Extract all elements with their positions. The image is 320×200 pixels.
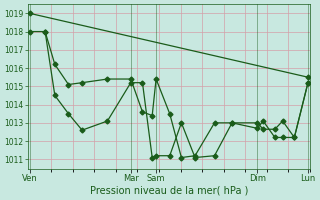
X-axis label: Pression niveau de la mer( hPa ): Pression niveau de la mer( hPa ) (90, 186, 248, 196)
